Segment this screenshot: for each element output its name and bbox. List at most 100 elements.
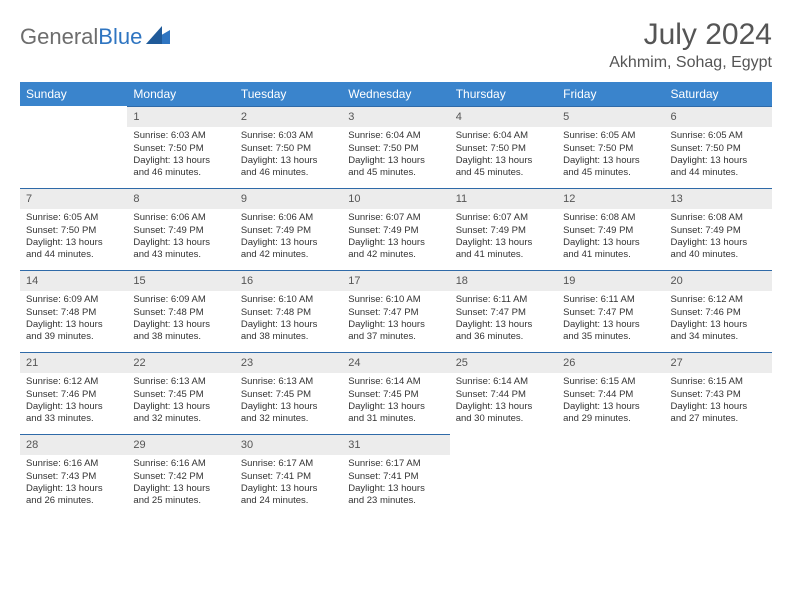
day-line: Daylight: 13 hours [456,237,551,249]
day-content: Sunrise: 6:13 AMSunset: 7:45 PMDaylight:… [235,373,342,429]
day-line: Daylight: 13 hours [241,237,336,249]
day-number: 6 [665,106,772,127]
day-line: Sunset: 7:45 PM [241,389,336,401]
day-number: 20 [665,270,772,291]
calendar-day-cell: 20Sunrise: 6:12 AMSunset: 7:46 PMDayligh… [665,270,772,352]
day-content: Sunrise: 6:09 AMSunset: 7:48 PMDaylight:… [20,291,127,347]
day-line: Daylight: 13 hours [671,237,766,249]
day-content: Sunrise: 6:09 AMSunset: 7:48 PMDaylight:… [127,291,234,347]
title-block: July 2024 Akhmim, Sohag, Egypt [609,18,772,72]
day-line: Sunset: 7:50 PM [456,143,551,155]
day-line: Sunrise: 6:12 AM [26,376,121,388]
calendar-day-cell: 22Sunrise: 6:13 AMSunset: 7:45 PMDayligh… [127,352,234,434]
day-line: Sunrise: 6:10 AM [348,294,443,306]
month-title: July 2024 [609,18,772,52]
day-line: and 35 minutes. [563,331,658,343]
calendar-day-cell: 3Sunrise: 6:04 AMSunset: 7:50 PMDaylight… [342,106,449,188]
weekday-header: Friday [557,82,664,106]
calendar-day-cell: 28Sunrise: 6:16 AMSunset: 7:43 PMDayligh… [20,434,127,516]
day-line: and 45 minutes. [456,167,551,179]
calendar-day-cell: 21Sunrise: 6:12 AMSunset: 7:46 PMDayligh… [20,352,127,434]
calendar-week-row: 1Sunrise: 6:03 AMSunset: 7:50 PMDaylight… [20,106,772,188]
day-line: Daylight: 13 hours [133,483,228,495]
day-content: Sunrise: 6:05 AMSunset: 7:50 PMDaylight:… [557,127,664,183]
calendar-day-cell: 17Sunrise: 6:10 AMSunset: 7:47 PMDayligh… [342,270,449,352]
calendar-table: SundayMondayTuesdayWednesdayThursdayFrid… [20,82,772,516]
day-line: Daylight: 13 hours [456,401,551,413]
day-line: Sunset: 7:49 PM [241,225,336,237]
calendar-day-cell [450,434,557,516]
day-line: Sunset: 7:50 PM [133,143,228,155]
day-line: Sunset: 7:49 PM [348,225,443,237]
day-line: Daylight: 13 hours [26,319,121,331]
header: GeneralBlue July 2024 Akhmim, Sohag, Egy… [20,18,772,72]
day-content: Sunrise: 6:05 AMSunset: 7:50 PMDaylight:… [20,209,127,265]
day-number: 7 [20,188,127,209]
day-number: 4 [450,106,557,127]
day-line: Sunrise: 6:04 AM [348,130,443,142]
calendar-day-cell: 14Sunrise: 6:09 AMSunset: 7:48 PMDayligh… [20,270,127,352]
calendar-day-cell: 7Sunrise: 6:05 AMSunset: 7:50 PMDaylight… [20,188,127,270]
day-line: Daylight: 13 hours [133,319,228,331]
day-line: Sunrise: 6:17 AM [241,458,336,470]
day-line: Daylight: 13 hours [241,319,336,331]
day-line: Sunrise: 6:14 AM [348,376,443,388]
day-line: Daylight: 13 hours [348,237,443,249]
day-line: Sunset: 7:42 PM [133,471,228,483]
day-line: Daylight: 13 hours [26,237,121,249]
day-line: and 41 minutes. [563,249,658,261]
day-content: Sunrise: 6:15 AMSunset: 7:43 PMDaylight:… [665,373,772,429]
day-line: Sunrise: 6:09 AM [133,294,228,306]
calendar-day-cell: 8Sunrise: 6:06 AMSunset: 7:49 PMDaylight… [127,188,234,270]
day-number: 29 [127,434,234,455]
day-line: Daylight: 13 hours [348,319,443,331]
weekday-header: Monday [127,82,234,106]
day-line: Sunset: 7:47 PM [456,307,551,319]
calendar-day-cell: 6Sunrise: 6:05 AMSunset: 7:50 PMDaylight… [665,106,772,188]
day-content: Sunrise: 6:17 AMSunset: 7:41 PMDaylight:… [342,455,449,511]
day-content: Sunrise: 6:11 AMSunset: 7:47 PMDaylight:… [557,291,664,347]
day-line: and 32 minutes. [241,413,336,425]
day-content: Sunrise: 6:06 AMSunset: 7:49 PMDaylight:… [235,209,342,265]
day-number: 30 [235,434,342,455]
day-number: 19 [557,270,664,291]
day-line: Sunset: 7:50 PM [241,143,336,155]
calendar-day-cell [20,106,127,188]
day-number: 21 [20,352,127,373]
day-content: Sunrise: 6:14 AMSunset: 7:45 PMDaylight:… [342,373,449,429]
calendar-day-cell: 13Sunrise: 6:08 AMSunset: 7:49 PMDayligh… [665,188,772,270]
day-content: Sunrise: 6:12 AMSunset: 7:46 PMDaylight:… [665,291,772,347]
day-number: 25 [450,352,557,373]
day-number: 26 [557,352,664,373]
day-line: and 42 minutes. [348,249,443,261]
logo-word-2: Blue [98,24,142,50]
day-line: and 44 minutes. [671,167,766,179]
day-line: Sunset: 7:45 PM [133,389,228,401]
logo-word-1: General [20,24,98,50]
calendar-week-row: 14Sunrise: 6:09 AMSunset: 7:48 PMDayligh… [20,270,772,352]
weekday-header: Tuesday [235,82,342,106]
day-line: Sunrise: 6:07 AM [348,212,443,224]
day-line: Sunrise: 6:13 AM [133,376,228,388]
day-line: Sunset: 7:41 PM [348,471,443,483]
day-number: 24 [342,352,449,373]
day-line: Sunrise: 6:05 AM [563,130,658,142]
day-line: and 32 minutes. [133,413,228,425]
day-number: 12 [557,188,664,209]
calendar-day-cell: 11Sunrise: 6:07 AMSunset: 7:49 PMDayligh… [450,188,557,270]
day-content [665,455,772,462]
day-line: Sunrise: 6:16 AM [133,458,228,470]
day-line: Daylight: 13 hours [133,155,228,167]
day-content [557,455,664,462]
day-line: Sunset: 7:44 PM [456,389,551,401]
day-line: and 29 minutes. [563,413,658,425]
day-number: 22 [127,352,234,373]
day-line: Sunrise: 6:03 AM [241,130,336,142]
day-line: Sunset: 7:43 PM [26,471,121,483]
day-line: Sunset: 7:48 PM [241,307,336,319]
day-content: Sunrise: 6:03 AMSunset: 7:50 PMDaylight:… [235,127,342,183]
day-number: 23 [235,352,342,373]
day-number: 16 [235,270,342,291]
calendar-day-cell [557,434,664,516]
day-line: Sunset: 7:41 PM [241,471,336,483]
